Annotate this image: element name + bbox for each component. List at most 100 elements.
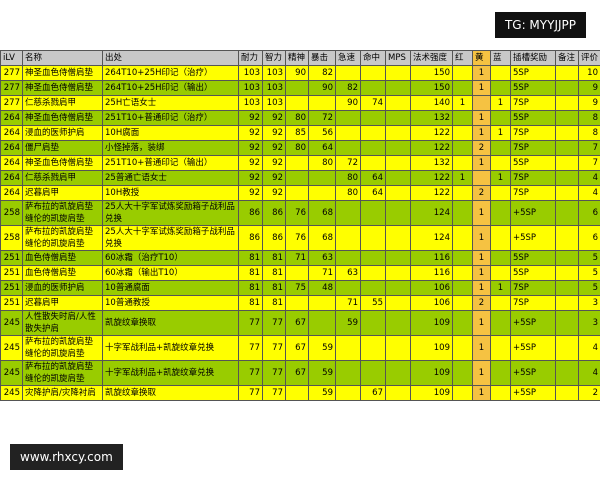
table-cell: 82 [308, 65, 336, 81]
table-cell: 77 [262, 310, 286, 336]
table-cell: 1 [490, 125, 511, 141]
table-row: 277 神圣血色侍僧肩垫 264T10+25H印记（输出） 103 103 90 82 150… [0, 80, 600, 96]
table-cell: 122 [410, 140, 453, 156]
table-cell: +5SP [510, 335, 556, 361]
table-cell: 251 [0, 265, 23, 281]
empty-cell [452, 295, 473, 311]
empty-cell [555, 295, 579, 311]
table-cell: 1 [472, 125, 491, 141]
table-cell: 124 [410, 200, 453, 226]
table-cell: 92 [262, 110, 286, 126]
empty-cell [335, 65, 361, 81]
table-cell: 109 [410, 385, 453, 401]
table-cell: 迟暮肩甲 [22, 295, 103, 311]
empty-cell [452, 335, 473, 361]
table-cell: 60冰霜（治疗T10） [102, 250, 239, 266]
table-row: 251 血色侍僧肩垫 60冰霜（输出T10） 81 81 71 63 116 1 5SP 5 [0, 265, 600, 281]
table-cell: 人性散失时肩/人性散失护肩 [22, 310, 103, 336]
table-cell: 浸血的医师护肩 [22, 280, 103, 296]
table-cell: +5SP [510, 225, 556, 251]
table-cell: 7 [578, 155, 600, 171]
table-cell: 萨布拉的凯旋肩垫 缝伦的凯旋肩垫 [22, 360, 103, 386]
table-cell: 5SP [510, 80, 556, 96]
table-cell: 4 [578, 335, 600, 361]
table-cell: 80 [308, 155, 336, 171]
table-cell: 103 [238, 95, 263, 111]
table-row: 264 仁慈杀戮肩甲 25普通亡语女士 92 92 80 64 122 1 1 7SP 4 [0, 170, 600, 186]
empty-cell [385, 80, 411, 96]
column-header: 黄 [472, 50, 491, 66]
table-cell: 90 [335, 95, 361, 111]
empty-cell [452, 265, 473, 281]
empty-cell [385, 335, 411, 361]
table-cell: 90 [285, 65, 309, 81]
table-cell: 72 [308, 110, 336, 126]
table-cell: 5SP [510, 65, 556, 81]
table-cell: 1 [472, 80, 491, 96]
table-cell: 264T10+25H印记（输出） [102, 80, 239, 96]
table-cell: 7SP [510, 95, 556, 111]
empty-cell [335, 125, 361, 141]
table-cell: 7SP [510, 185, 556, 201]
table-cell: 神圣血色侍僧肩垫 [22, 110, 103, 126]
column-header: 插槽奖励 [510, 50, 556, 66]
table-cell: 74 [360, 95, 386, 111]
empty-cell [452, 360, 473, 386]
empty-cell [285, 170, 309, 186]
table-row: 251 迟暮肩甲 10普通教授 81 81 71 55 106 2 7SP 3 [0, 295, 600, 311]
table-cell: 245 [0, 360, 23, 386]
table-cell: 80 [285, 110, 309, 126]
table-cell: 90 [308, 80, 336, 96]
table-row: 277 仁慈杀戮肩甲 25H亡语女士 103 103 90 74 140 1 1 7SP 9 [0, 95, 600, 111]
table-cell: 103 [262, 80, 286, 96]
table-cell: 92 [238, 185, 263, 201]
table-cell: 僵尸肩垫 [22, 140, 103, 156]
empty-cell [555, 310, 579, 336]
empty-cell [385, 250, 411, 266]
table-cell: 277 [0, 65, 23, 81]
table-cell: 8 [578, 110, 600, 126]
table-cell: 92 [262, 140, 286, 156]
empty-cell [452, 125, 473, 141]
empty-cell [335, 140, 361, 156]
table-cell: 2 [472, 185, 491, 201]
empty-cell [285, 265, 309, 281]
empty-cell [385, 225, 411, 251]
empty-cell [385, 110, 411, 126]
table-cell: 251 [0, 250, 23, 266]
table-cell: 109 [410, 360, 453, 386]
table-cell: 1 [452, 170, 473, 186]
empty-cell [472, 170, 491, 186]
empty-cell [555, 65, 579, 81]
column-header: MPS [385, 50, 411, 66]
table-cell: 80 [335, 185, 361, 201]
table-cell: 68 [308, 225, 336, 251]
empty-cell [335, 110, 361, 126]
table-cell: 77 [262, 385, 286, 401]
empty-cell [452, 250, 473, 266]
empty-cell [490, 335, 511, 361]
table-cell: 251T10+普通印记（治疗） [102, 110, 239, 126]
table-cell: +5SP [510, 385, 556, 401]
empty-cell [555, 140, 579, 156]
table-cell: 264 [0, 155, 23, 171]
empty-cell [308, 295, 336, 311]
table-cell: 3 [578, 310, 600, 336]
table-cell: 81 [238, 250, 263, 266]
table-cell: 64 [308, 140, 336, 156]
empty-cell [490, 225, 511, 251]
table-cell: 血色侍僧肩垫 [22, 250, 103, 266]
table-cell: 64 [360, 185, 386, 201]
watermark: www.rhxcy.com [10, 444, 123, 470]
empty-cell [335, 225, 361, 251]
empty-cell [490, 155, 511, 171]
table-cell: 277 [0, 80, 23, 96]
empty-cell [490, 265, 511, 281]
table-cell: 25H亡语女士 [102, 95, 239, 111]
empty-cell [385, 265, 411, 281]
empty-cell [360, 335, 386, 361]
empty-cell [452, 80, 473, 96]
empty-cell [385, 200, 411, 226]
empty-cell [555, 335, 579, 361]
